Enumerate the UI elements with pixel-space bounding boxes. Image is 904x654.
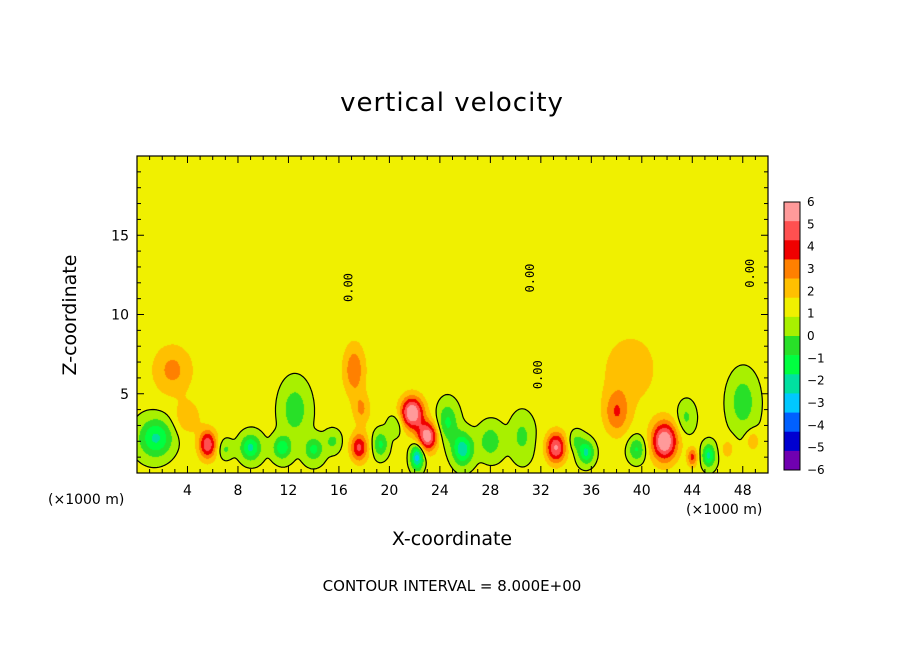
colorbar-swatch [784, 259, 800, 279]
colorbar-label: −5 [807, 441, 825, 455]
colorbar-swatch [784, 374, 800, 394]
colorbar-label: 6 [807, 195, 815, 209]
y-tick-label: 10 [111, 308, 129, 324]
colorbar-label: 0 [807, 329, 815, 343]
x-tick-label: 32 [532, 483, 550, 499]
colorbar-label: 1 [807, 307, 815, 321]
contour-label: 0.00 [743, 259, 757, 288]
colorbar-label: −3 [807, 396, 825, 410]
x-tick-label: 44 [683, 483, 701, 499]
colorbar-swatch [784, 240, 800, 260]
colorbar-label: −2 [807, 374, 825, 388]
x-axis-unit-left: (×1000 m) [48, 492, 125, 508]
x-tick-label: 4 [183, 483, 192, 499]
x-tick-label: 28 [481, 483, 499, 499]
velocity-field [137, 156, 768, 473]
contour-label: 0.00 [531, 360, 545, 389]
colorbar-label: 4 [807, 240, 815, 254]
x-axis-label: X-coordinate [391, 528, 513, 550]
contour-label: 0.00 [523, 264, 537, 293]
x-tick-label: 24 [431, 483, 449, 499]
colorbar-frame [783, 201, 801, 471]
colorbar-swatch [784, 202, 800, 222]
colorbar-swatch [784, 336, 800, 356]
x-tick-label: 12 [280, 483, 298, 499]
colorbar-swatch [784, 393, 800, 413]
zero-contours [137, 364, 763, 473]
colorbar-swatch [784, 412, 800, 433]
colorbar-label: −1 [807, 351, 825, 365]
colorbar-swatch [784, 316, 800, 337]
y-tick-label: 5 [120, 387, 129, 403]
contour-interval-note: CONTOUR INTERVAL = 8.000E+00 [322, 577, 582, 595]
colorbar-swatch [784, 278, 800, 299]
x-tick-label: 48 [734, 483, 752, 499]
colorbar-swatch [784, 297, 800, 318]
colorbar-swatch [784, 221, 800, 241]
zero-contour-line [137, 364, 763, 473]
x-tick-label: 36 [582, 483, 600, 499]
x-ticks: 4 8 12 16 20 24 28 32 36 40 44 48 [149, 156, 756, 499]
y-ticks: 5 10 15 [111, 171, 768, 458]
colorbar: 6 5 4 3 2 1 0 −1 −2 −3 −4 −5 −6 [783, 195, 825, 477]
contour-label: 0.00 [342, 273, 356, 302]
colorbar-swatch [784, 355, 800, 375]
colorbar-label: −4 [807, 418, 825, 432]
x-tick-label: 16 [330, 483, 348, 499]
x-tick-label: 40 [633, 483, 651, 499]
chart-title: vertical velocity [340, 88, 564, 118]
colorbar-label: 5 [807, 217, 815, 231]
colorbar-swatch [784, 431, 800, 452]
colorbar-label: 2 [807, 284, 815, 298]
colorbar-label: 3 [807, 262, 815, 276]
x-tick-label: 8 [233, 483, 242, 499]
x-axis-unit-right: (×1000 m) [686, 502, 763, 518]
contour-labels: 0.00 0.00 0.00 0.00 [342, 259, 757, 389]
colorbar-label: −6 [807, 463, 825, 477]
x-tick-label: 20 [380, 483, 398, 499]
plot-field-wrapper [137, 156, 768, 473]
y-tick-label: 15 [111, 228, 129, 244]
colorbar-swatch [784, 450, 800, 471]
